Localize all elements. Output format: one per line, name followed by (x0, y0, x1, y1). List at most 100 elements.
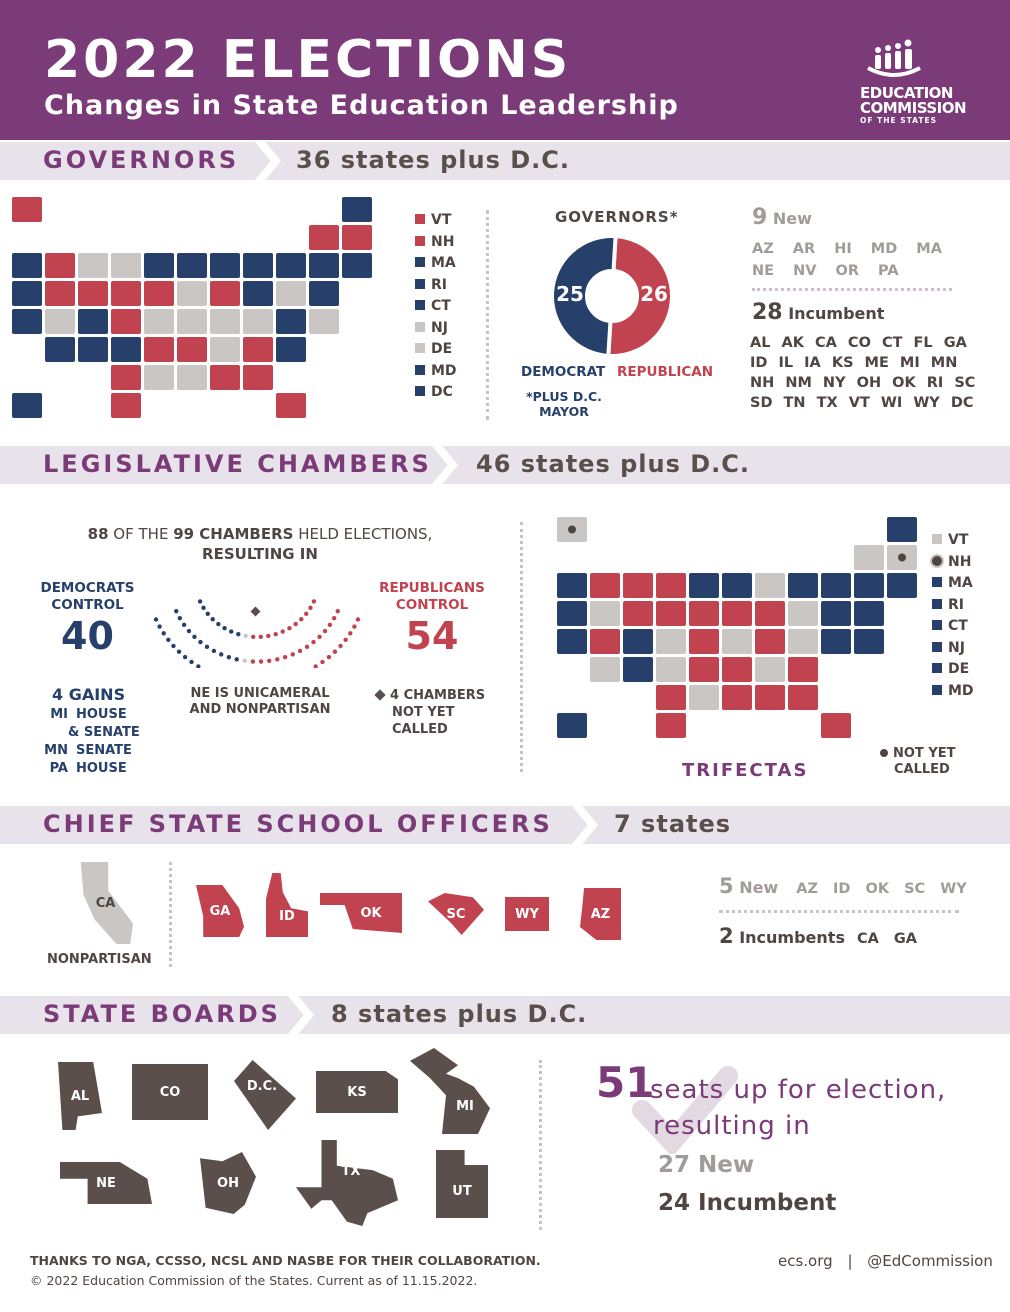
legend-swatch (415, 300, 425, 310)
map-state-ks (111, 337, 141, 362)
gov-incumbent-states: AL AK CA CO CT FL GA ID IL IA KS ME MI MN… (750, 335, 976, 411)
legend-swatch (932, 620, 942, 630)
legend-swatch (415, 364, 425, 375)
chamber-dot (201, 605, 206, 611)
state-shape-ne: NE (60, 1162, 152, 1204)
legend-item: NH (932, 552, 974, 574)
state-shape-al: AL (58, 1062, 102, 1130)
map-state-ak (12, 197, 42, 222)
map-state-ne (111, 309, 141, 334)
legend-swatch (932, 598, 942, 609)
chamber-dot (327, 622, 333, 628)
map-state-me (887, 517, 917, 542)
chamber-dot (304, 644, 310, 649)
chamber-dot (186, 628, 192, 634)
donut-slice-democrat (550, 234, 618, 359)
map-state-il (177, 253, 207, 278)
chamber-dot (338, 643, 343, 649)
legend-item: VT (415, 210, 457, 232)
map-state-tx (111, 393, 141, 418)
donut-title: GOVERNORS* (555, 208, 679, 226)
map-state-ne (656, 629, 686, 654)
map-state-ia (689, 601, 719, 626)
diamond-icon (374, 689, 386, 701)
nonpartisan-label: NONPARTISAN (47, 952, 152, 967)
map-state-tx (656, 713, 686, 738)
gov-incumbent: 28 Incumbent (752, 300, 885, 325)
section-count: 46 states plus D.C. (476, 450, 750, 478)
legend-swatch (932, 663, 942, 673)
map-state-ct (854, 601, 884, 626)
chamber-dot (297, 648, 303, 654)
legend-item: RI (415, 275, 457, 297)
map-state-wa (12, 253, 42, 278)
donut-label-democrat: 25 (556, 282, 584, 306)
state-shape-dc: D.C. (234, 1060, 296, 1130)
legend-item: VT (932, 530, 974, 552)
map-state-vt (309, 225, 339, 250)
map-state-nj (821, 601, 851, 626)
legend-item: DC (415, 382, 457, 404)
legend-item: CT (415, 296, 457, 318)
chamber-dot (182, 654, 188, 660)
state-shape-wy: WY (505, 897, 549, 931)
map-state-tn (177, 337, 207, 362)
legend-swatch (415, 235, 425, 246)
map-state-tn (722, 657, 752, 682)
map-state-mn (689, 573, 719, 598)
map-state-ma (887, 573, 917, 598)
map-state-sc (788, 657, 818, 682)
map-state-wv (755, 629, 785, 654)
map-state-ut (590, 629, 620, 654)
governors-map (12, 197, 372, 418)
map-state-ms (722, 685, 752, 710)
chamber-dot (176, 649, 182, 654)
map-state-ga (243, 365, 273, 390)
map-state-ar (689, 657, 719, 682)
map-state-dc (276, 337, 306, 362)
checkmark-icon (632, 1066, 738, 1154)
map-state-or (12, 281, 42, 306)
legend-swatch (932, 684, 942, 695)
map-state-sd (111, 281, 141, 306)
map-state-wy (623, 601, 653, 626)
map-state-mn (144, 253, 174, 278)
donut-label-republican: 26 (640, 282, 668, 306)
chamber-dot (226, 655, 232, 660)
map-state-il (722, 573, 752, 598)
governors-band: GOVERNORS 36 states plus D.C. (0, 142, 1010, 180)
not-called-note: 4 CHAMBERS NOT YET CALLED (374, 687, 485, 738)
chamber-dot (299, 617, 304, 622)
map-state-oh (210, 281, 240, 306)
map-state-ok (111, 365, 141, 390)
people-icon (867, 39, 921, 77)
gov-new: 9 New (752, 205, 812, 230)
chamber-dot (311, 599, 317, 604)
legend-item: NJ (932, 638, 974, 660)
seats-count: 51 (596, 1058, 655, 1107)
chamber-dot (216, 621, 221, 627)
seats-text: seats up for election, resulting in (650, 1075, 947, 1141)
site-link[interactable]: ecs.org (778, 1252, 833, 1270)
boards-band: STATE BOARDS 8 states plus D.C. (0, 996, 1010, 1034)
donut-footnote: *PLUS D.C. MAYOR (526, 389, 602, 419)
legend-item: MA (932, 573, 974, 595)
legend-item: MA (415, 253, 457, 275)
twitter-handle[interactable]: @EdCommission (867, 1252, 993, 1270)
legend-item: DE (932, 659, 974, 681)
chamber-dot (352, 624, 357, 629)
chamber-dot (192, 634, 197, 640)
chambers-arc-chart (153, 599, 361, 668)
legend-swatch (932, 534, 942, 544)
chamber-dot (153, 617, 159, 622)
map-state-fl (821, 713, 851, 738)
map-state-nm (623, 657, 653, 682)
chamber-dot (181, 622, 187, 628)
legend-item: NJ (415, 318, 457, 340)
chamber-dot (335, 609, 340, 614)
chamber-dot (210, 617, 215, 622)
chamber-dot (157, 624, 162, 629)
map-state-wi (210, 253, 240, 278)
map-state-nv (45, 281, 75, 306)
map-state-mo (689, 629, 719, 654)
